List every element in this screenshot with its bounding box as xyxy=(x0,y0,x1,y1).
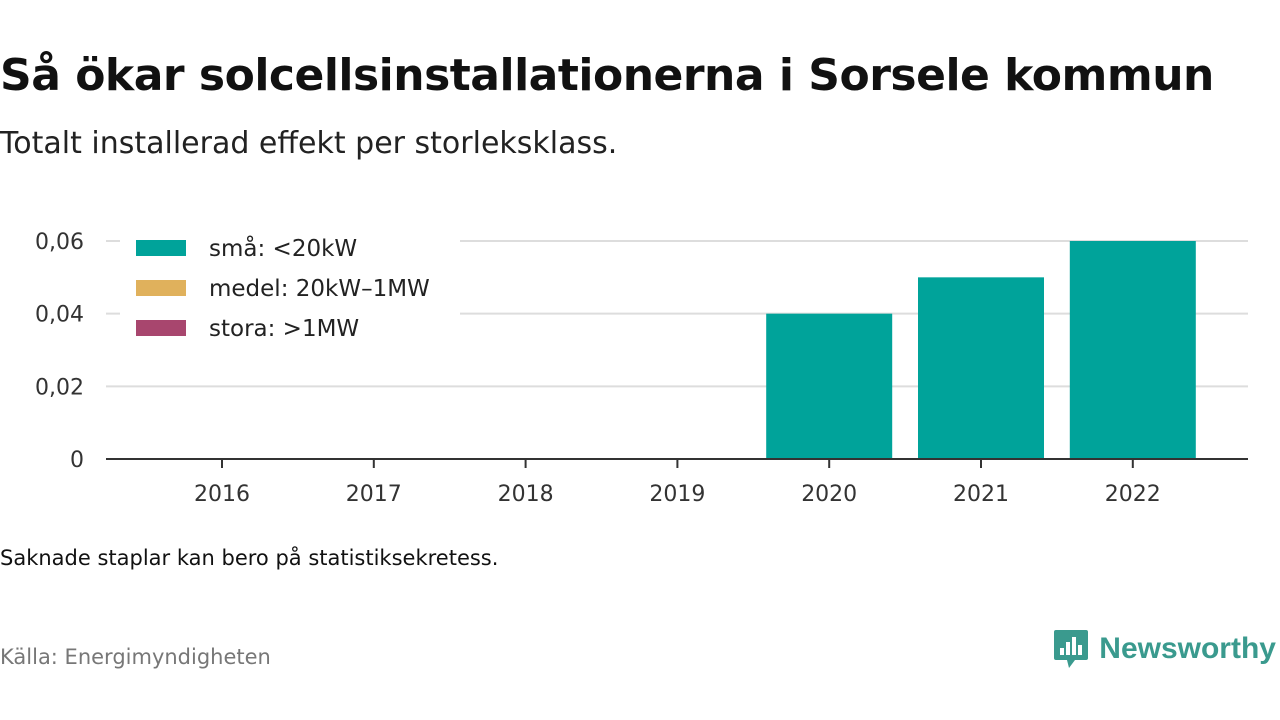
x-tick-label: 2022 xyxy=(1105,482,1161,507)
brand-logo: Newsworthy xyxy=(1053,628,1276,670)
brand-name: Newsworthy xyxy=(1099,632,1276,665)
y-tick-label: 0,04 xyxy=(35,303,84,328)
newsworthy-logo-icon xyxy=(1054,630,1089,668)
y-tick-label: 0,02 xyxy=(35,375,84,400)
chart-note: Saknade staplar kan bero på statistiksek… xyxy=(0,546,499,570)
legend-label: stora: >1MW xyxy=(209,316,359,342)
x-tick-label: 2018 xyxy=(498,482,554,507)
y-tick-label: 0,06 xyxy=(35,230,84,255)
chart-subtitle: Totalt installerad effekt per storlekskl… xyxy=(0,126,618,161)
source-label: Källa: Energimyndigheten xyxy=(0,645,271,669)
x-tick-label: 2020 xyxy=(801,482,857,507)
y-tick-label: 0 xyxy=(70,448,84,473)
legend-swatch xyxy=(136,320,186,336)
chart-title: Så ökar solcellsinstallationerna i Sorse… xyxy=(0,50,1214,101)
x-tick-label: 2019 xyxy=(649,482,705,507)
bar-2021-series-0 xyxy=(918,277,1044,459)
legend-label: medel: 20kW–1MW xyxy=(209,276,430,302)
x-tick-label: 2016 xyxy=(194,482,250,507)
x-tick-label: 2021 xyxy=(953,482,1009,507)
bar-2022-series-0 xyxy=(1069,241,1196,459)
legend-swatch xyxy=(136,280,186,296)
legend-swatch xyxy=(136,240,186,256)
bar-2020-series-0 xyxy=(766,313,893,459)
legend-label: små: <20kW xyxy=(209,234,357,262)
x-tick-label: 2017 xyxy=(346,482,402,507)
bar-chart: 0 0,02 0,04 0,06 2016 2017 2018 2019 2020 2021 202… xyxy=(35,230,1248,507)
